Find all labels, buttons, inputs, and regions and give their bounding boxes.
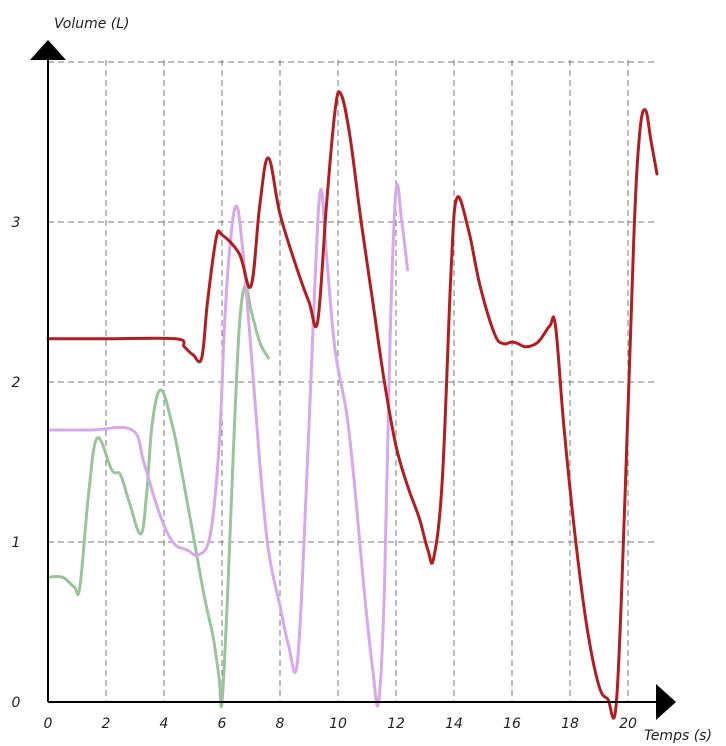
x-tick-label: 8 [276,716,285,732]
y-tick-label: 0 [12,695,21,711]
x-tick-label: 2 [102,716,111,732]
x-tick-label: 14 [445,716,463,732]
x-tick-label: 20 [619,716,637,732]
y-tick-label: 1 [12,535,21,551]
y-axis-title: Volume (L) [54,16,130,32]
x-axis-title: Temps (s) [644,728,712,744]
x-tick-label: 4 [160,716,169,732]
x-tick-label: 10 [329,716,347,732]
y-tick-label: 3 [12,215,21,231]
series-line-2 [46,182,410,708]
y-axis-arrow-icon [30,40,66,60]
x-axis-arrow-icon [656,684,676,720]
x-tick-label: 0 [44,716,53,732]
series-group [46,90,659,720]
x-tick-label: 18 [561,716,579,732]
series-line-3 [46,90,659,720]
axes [30,40,676,720]
y-tick-label: 2 [12,375,21,391]
x-tick-label: 6 [218,716,227,732]
x-tick-label: 12 [387,716,405,732]
x-tick-label: 16 [503,716,521,732]
series-line-1 [46,284,270,709]
